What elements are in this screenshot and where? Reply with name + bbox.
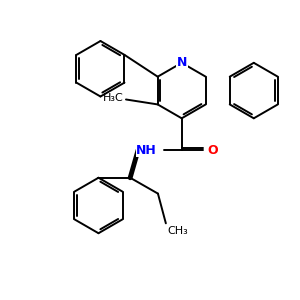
Text: N: N [176,56,187,69]
Text: CH₃: CH₃ [168,226,189,236]
Text: O: O [208,143,218,157]
Text: H₃C: H₃C [103,94,124,103]
Text: NH: NH [136,143,157,157]
